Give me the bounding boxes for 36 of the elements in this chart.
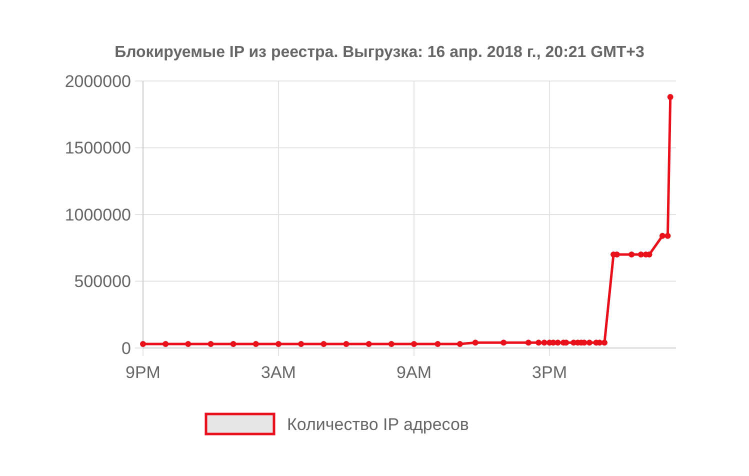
point [411,340,418,347]
x-tick-label: 3PM [532,363,568,382]
point [208,340,214,347]
chart-title: Блокируемые IP из реестра. Выгрузка: 16 апр. 2018 г., 20:21 GMT+3 [114,44,645,61]
point [434,340,441,347]
legend-label: Количество IP адресов [287,414,469,434]
point [298,340,304,347]
point [638,252,644,258]
x-tick-label: 9AM [396,363,432,382]
y-tick-label: 1000000 [64,205,131,224]
point [667,94,674,100]
point [664,232,671,239]
point [586,340,592,346]
point [659,232,666,239]
point [276,340,282,347]
point [343,340,350,347]
point [230,340,236,347]
point [320,340,327,347]
y-tick-label: 2000000 [64,72,131,91]
point [388,340,394,347]
x-tick-label: 3AM [261,363,296,382]
y-tick-label: 500000 [74,272,131,292]
y-tick-label: 0 [122,338,131,358]
point [456,340,463,347]
point [525,340,532,346]
point [472,340,478,346]
point [500,340,507,346]
point [185,340,192,347]
x-tick-label: 9PM [126,363,160,382]
point [536,340,542,346]
point [366,340,372,347]
point [252,340,259,347]
point [628,252,635,258]
point [162,340,169,347]
y-tick-label: 1500000 [64,138,131,158]
point [140,340,146,347]
